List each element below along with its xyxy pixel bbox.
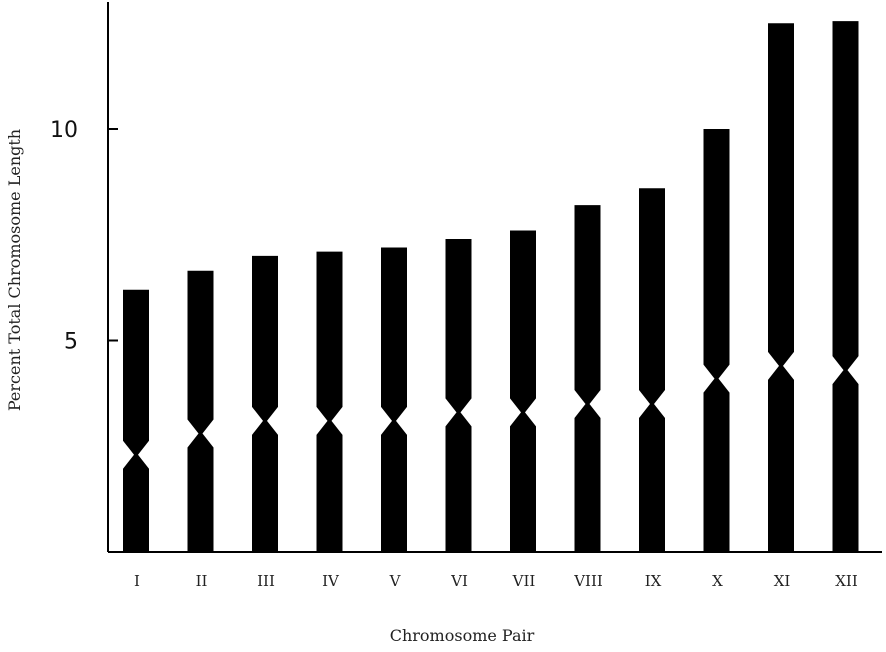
x-tick-label-vi: VI [450, 572, 468, 590]
y-axis-title: Percent Total Chromosome Length [5, 129, 24, 411]
chromosome-bar-vi [445, 238, 472, 553]
x-tick-label-x: X [712, 572, 723, 590]
x-tick-label-ii: II [196, 572, 208, 590]
chromosome-bar-vii [510, 230, 536, 552]
chromosome-bar-viii [574, 205, 601, 552]
x-tick-label-i: I [134, 572, 140, 590]
x-axis-title: Chromosome Pair [390, 626, 535, 645]
y-tick-label: 5 [64, 330, 78, 355]
chromosome-bar-ii [187, 270, 214, 552]
chromosome-bar-x [703, 129, 730, 552]
x-tick-label-xii: XII [835, 572, 858, 590]
chromosome-bar-xi [768, 23, 794, 552]
x-tick-labels: I II III IV V VI VII VIII IX X XI XII [134, 572, 858, 590]
x-tick-label-ix: IX [645, 572, 662, 590]
chromosome-bar-iii [252, 255, 278, 552]
chromosome-bar-ix [639, 188, 665, 552]
chromosome-bar-iv [316, 251, 343, 553]
x-tick-label-xi: XI [774, 572, 791, 590]
chromosome-bar-xii [832, 21, 859, 552]
x-tick-label-iv: IV [322, 572, 340, 590]
bars [123, 21, 859, 553]
chromosome-bar-v [381, 247, 407, 552]
y-tick-label: 10 [50, 118, 78, 143]
x-tick-label-viii: VIII [573, 572, 603, 590]
x-tick-label-iii: III [257, 572, 275, 590]
y-tick-labels: 5 10 [50, 118, 118, 355]
x-tick-label-vii: VII [512, 572, 536, 590]
x-tick-label-v: V [389, 572, 402, 590]
chromosome-bar-i [123, 289, 149, 552]
